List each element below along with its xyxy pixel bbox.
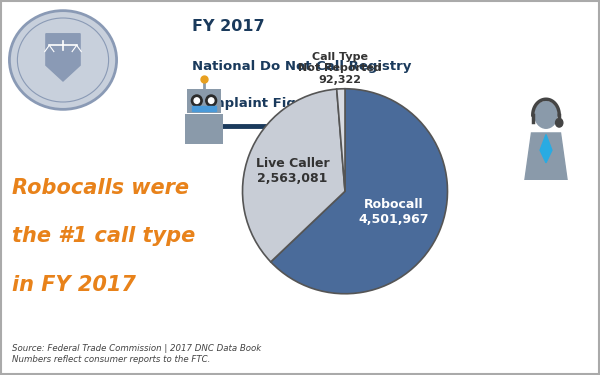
- Circle shape: [206, 95, 217, 106]
- Text: Complaint Figures by Year: Complaint Figures by Year: [192, 98, 389, 111]
- Text: Live Caller
2,563,081: Live Caller 2,563,081: [256, 157, 329, 185]
- Text: Robocall
4,501,967: Robocall 4,501,967: [359, 198, 429, 226]
- Bar: [187, 89, 221, 112]
- Text: Robocalls were: Robocalls were: [12, 177, 189, 198]
- Polygon shape: [525, 133, 567, 180]
- Wedge shape: [242, 89, 345, 262]
- Circle shape: [209, 98, 214, 104]
- Circle shape: [194, 98, 199, 104]
- Text: Source: Federal Trade Commission | 2017 DNC Data Book
Numbers reflect consumer r: Source: Federal Trade Commission | 2017 …: [12, 344, 261, 364]
- Wedge shape: [337, 89, 345, 191]
- Bar: [185, 114, 223, 144]
- Text: in FY 2017: in FY 2017: [12, 275, 136, 295]
- Polygon shape: [540, 135, 552, 163]
- Circle shape: [191, 95, 202, 106]
- Circle shape: [10, 10, 116, 109]
- Wedge shape: [271, 89, 448, 294]
- Circle shape: [556, 118, 563, 127]
- Polygon shape: [46, 34, 80, 81]
- Bar: [192, 106, 216, 111]
- Circle shape: [535, 102, 557, 128]
- Text: Call Type
Not Reported
92,322: Call Type Not Reported 92,322: [298, 52, 382, 85]
- Text: National Do Not Call Registry: National Do Not Call Registry: [192, 60, 412, 73]
- Text: FY 2017: FY 2017: [192, 19, 265, 34]
- Text: the #1 call type: the #1 call type: [12, 226, 195, 246]
